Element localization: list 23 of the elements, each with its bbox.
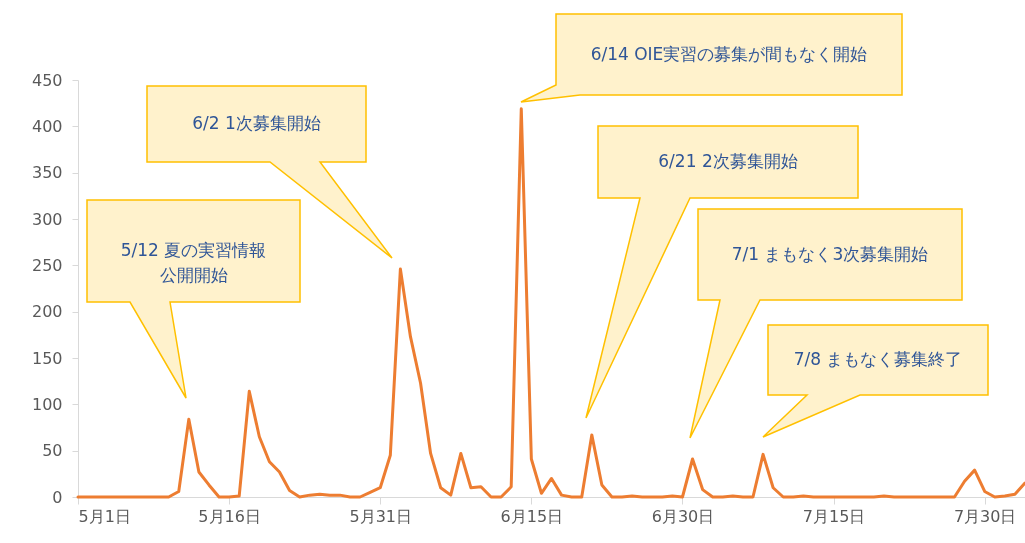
annotation: 6/2 1次募集開始 — [192, 113, 321, 133]
annotation: 6/21 2次募集開始 — [658, 151, 798, 171]
annotation: 7/8 まもなく募集終了 — [793, 349, 963, 369]
x-tick-label: 6月30日 — [651, 506, 715, 526]
x-tick-label: 7月30日 — [953, 506, 1017, 526]
annotation: 7/1 まもなく3次募集開始 — [731, 243, 929, 264]
y-tick-label: 200 — [31, 302, 63, 322]
y-tick-label: 50 — [42, 441, 63, 461]
x-tick-label: 5月1日 — [78, 506, 131, 526]
y-tick-label: 450 — [31, 70, 63, 90]
x-tick-label: 5月31日 — [349, 506, 413, 526]
x-tick-label: 6月15日 — [500, 506, 564, 526]
y-tick-label: 250 — [31, 255, 63, 275]
y-tick-label: 400 — [31, 116, 63, 136]
annotation: 5/12 夏の実習情報公開開始 — [120, 240, 267, 285]
y-tick-label: 350 — [31, 163, 63, 183]
y-tick-label: 150 — [31, 348, 63, 368]
y-tick-label: 300 — [31, 209, 63, 229]
y-tick-label: 100 — [31, 394, 63, 414]
text: 6/14 OIE実習の募集が間もなく開始 — [590, 43, 868, 64]
x-tick-label: 7月15日 — [802, 506, 866, 526]
y-tick-label: 0 — [52, 487, 63, 507]
x-tick-label: 5月16日 — [198, 506, 261, 526]
